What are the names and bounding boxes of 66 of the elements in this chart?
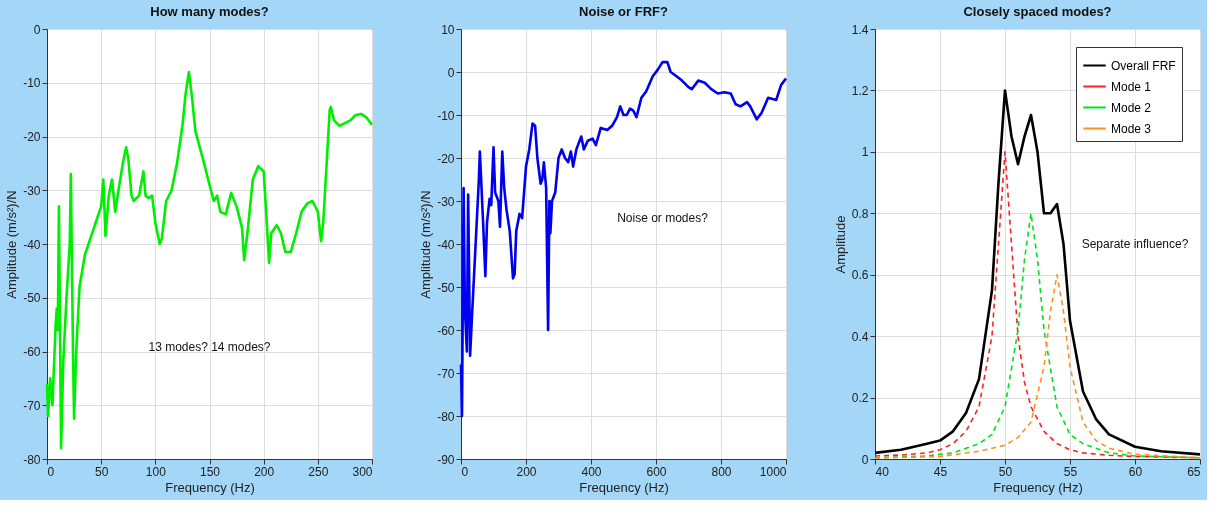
x-tick-label: 65: [1187, 464, 1201, 479]
x-tick-label: 40: [875, 464, 890, 479]
x-tick-label: 400: [581, 464, 602, 479]
x-tick-label: 100: [145, 464, 167, 479]
y-tick-label: -10: [23, 76, 41, 91]
y-tick-label: -80: [23, 452, 41, 467]
y-tick-label: -40: [23, 237, 41, 252]
y-axis-title: Amplitude (m/s²)/N: [418, 190, 434, 299]
x-tick-label: 50: [998, 464, 1013, 479]
y-tick-label: 0.2: [851, 391, 869, 406]
x-tick-label: 800: [711, 464, 732, 479]
x-tick-label: 0: [47, 464, 55, 479]
y-tick-label: -20: [437, 151, 455, 166]
y-tick-label: -70: [23, 398, 41, 413]
legend-label: Overall FRF: [1111, 58, 1176, 73]
y-tick-label: 1: [861, 145, 869, 160]
x-tick-label: 600: [646, 464, 667, 479]
y-tick-label: -90: [437, 452, 455, 467]
y-tick-label: -30: [23, 183, 41, 198]
y-tick-label: 0: [861, 452, 869, 467]
x-axis-title: Frequency (Hz): [993, 479, 1083, 495]
y-tick-label: -60: [437, 323, 455, 338]
y-tick-label: 0.8: [851, 206, 869, 221]
legend-label: Mode 2: [1111, 100, 1152, 115]
x-tick-label: 50: [94, 464, 109, 479]
y-tick-label: 0.4: [851, 329, 869, 344]
chart-title: How many modes?: [150, 4, 269, 19]
x-tick-label: 250: [308, 464, 329, 479]
y-axis-title: Amplitude (m/s²)/N: [4, 190, 20, 299]
legend-label: Mode 3: [1111, 121, 1152, 136]
y-axis-title: Amplitude: [832, 215, 848, 274]
y-tick-label: 10: [441, 22, 455, 37]
y-tick-label: 1.2: [851, 83, 869, 98]
x-axis-title: Frequency (Hz): [165, 479, 255, 495]
y-tick-label: 0: [447, 65, 455, 80]
y-tick-label: -10: [437, 108, 455, 123]
y-tick-label: -80: [437, 409, 455, 424]
x-tick-label: 300: [352, 464, 373, 479]
annotation: Noise or modes?: [617, 211, 709, 226]
x-tick-label: 200: [254, 464, 275, 479]
x-tick-label: 60: [1128, 464, 1143, 479]
y-tick-label: -60: [23, 345, 41, 359]
y-tick-label: -20: [23, 130, 41, 144]
x-tick-label: 1000: [759, 464, 787, 479]
y-tick-label: -40: [437, 237, 455, 252]
annotation: 13 modes? 14 modes?: [148, 340, 271, 355]
y-tick-label: -30: [437, 194, 455, 209]
y-tick-label: -50: [23, 291, 41, 306]
x-tick-label: 150: [199, 464, 221, 479]
chart-title: Noise or FRF?: [579, 4, 668, 19]
y-tick-label: -50: [437, 280, 455, 295]
y-tick-label: 1.4: [851, 22, 869, 37]
line-series: [873, 89, 1202, 456]
line-series: [459, 60, 788, 418]
y-tick-label: 0.6: [851, 268, 869, 283]
x-tick-label: 0: [461, 464, 469, 479]
x-tick-label: 200: [516, 464, 537, 479]
x-axis-title: Frequency (Hz): [579, 479, 669, 495]
chart-title: Closely spaced modes?: [963, 4, 1112, 19]
x-tick-label: 45: [933, 464, 948, 479]
legend-label: Mode 1: [1111, 79, 1152, 94]
y-tick-label: -70: [437, 366, 455, 381]
annotation: Separate influence?: [1081, 237, 1189, 251]
y-tick-label: 0: [33, 22, 41, 37]
x-tick-label: 55: [1063, 464, 1078, 479]
line-series: [45, 70, 374, 450]
